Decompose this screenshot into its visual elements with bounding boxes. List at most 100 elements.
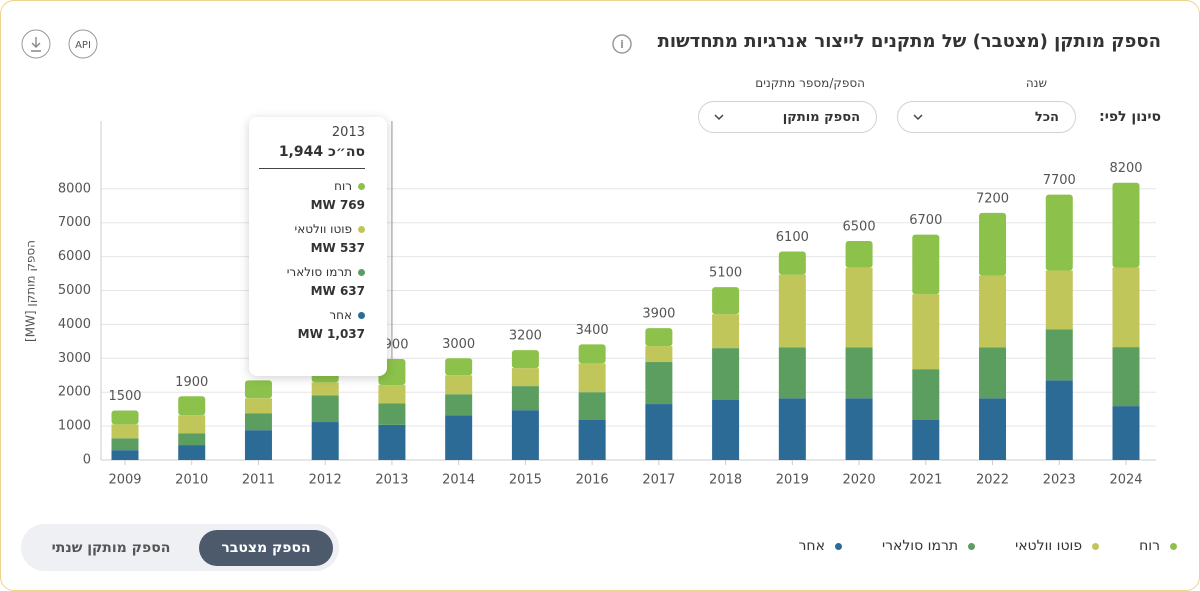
x-tick-label: 2017 — [642, 473, 675, 488]
tooltip-year: 2013 — [331, 125, 365, 140]
bar-segment — [645, 346, 673, 363]
legend-dot — [968, 542, 976, 550]
total-label: 6100 — [776, 230, 809, 245]
y-tick-label: 3000 — [58, 351, 91, 366]
api-text: API — [75, 40, 91, 51]
bar-segment — [645, 362, 673, 405]
tooltip-value: 769 MW — [310, 198, 365, 212]
bar-segment — [778, 274, 806, 348]
bar-segment — [378, 403, 406, 425]
x-tick-label: 2015 — [509, 473, 542, 488]
tooltip-name: רוח — [334, 179, 352, 193]
bar-segment — [178, 433, 206, 446]
tooltip-item: רוח 769 MW — [259, 179, 365, 212]
bar-segment — [912, 234, 940, 295]
bar-segment — [578, 392, 606, 420]
bar-segment — [845, 267, 873, 348]
tooltip-item: תרמו סולארי 637 MW — [259, 265, 365, 298]
tooltip-dot — [358, 268, 365, 276]
x-tick-label: 2023 — [1043, 473, 1076, 488]
total-label: 6700 — [909, 213, 942, 228]
bar-segment — [578, 419, 606, 460]
bar-segment — [111, 410, 139, 425]
chevron — [913, 114, 923, 121]
bar-segment — [845, 398, 873, 460]
tooltip-dot — [358, 225, 365, 233]
x-tick-label: 2016 — [576, 473, 609, 488]
total-label: 8200 — [1109, 161, 1142, 176]
bar-segment — [712, 287, 740, 315]
chevron — [714, 114, 724, 121]
bar-segment — [979, 275, 1007, 348]
y-tick-label: 0 — [83, 453, 91, 468]
bar-segment — [111, 438, 139, 451]
bar-segment — [712, 314, 740, 349]
y-tick-label: 7000 — [58, 215, 91, 230]
x-tick-label: 2019 — [776, 473, 809, 488]
download-button[interactable] — [21, 29, 51, 59]
total-label: 6500 — [843, 220, 876, 235]
total-label: 1500 — [108, 389, 141, 404]
y-axis-title: הספק מותקן [MW] — [24, 240, 38, 342]
bar-segment — [378, 424, 406, 460]
bar-segment — [912, 294, 940, 370]
tooltip-name: אחר — [329, 308, 352, 322]
tooltip-item: אחר 1,037 MW — [259, 308, 365, 341]
bar-segment — [1045, 194, 1073, 271]
legend-item: פוטו וולטאי — [1015, 538, 1100, 554]
tooltip-dot — [358, 182, 365, 190]
bar-segment — [445, 415, 473, 460]
info-i: i — [620, 38, 624, 51]
toggle-inactive[interactable]: הספק מותקן שנתי — [51, 540, 171, 556]
y-tick-label: 1000 — [58, 419, 91, 434]
legend-label: רוח — [1139, 538, 1160, 554]
x-tick-label: 2018 — [709, 473, 742, 488]
measure-dropdown[interactable]: הספק מותקן — [698, 101, 877, 133]
bar-segment — [1112, 182, 1140, 268]
toggle-active[interactable]: הספק מצטבר — [199, 530, 333, 566]
legend-label: אחר — [798, 538, 825, 554]
year-dropdown[interactable]: הכל — [897, 101, 1076, 133]
bar-segment — [244, 398, 272, 414]
y-tick-label: 6000 — [58, 249, 91, 264]
legend-item: רוח — [1139, 538, 1177, 554]
download-icon — [31, 37, 41, 52]
bar-segment — [912, 369, 940, 420]
tooltip-dot — [358, 311, 365, 319]
bar-segment — [311, 422, 339, 460]
api-button[interactable] — [68, 29, 98, 59]
filter-label: סינון לפי: — [1099, 109, 1161, 125]
y-tick-label: 5000 — [58, 283, 91, 298]
bar-segment — [1045, 380, 1073, 460]
legend-dot — [1092, 542, 1100, 550]
x-tick-label: 2012 — [309, 473, 342, 488]
bar-segment — [712, 348, 740, 400]
legend-item: אחר — [799, 538, 842, 554]
bar-segment — [178, 415, 206, 434]
bar-segment — [1112, 267, 1140, 348]
legend-label: פוטו וולטאי — [1015, 538, 1083, 554]
tooltip-value: 537 MW — [310, 241, 365, 255]
measure-value: הספק מותקן — [782, 109, 860, 125]
bar-segment — [445, 358, 473, 376]
bar-segment — [712, 399, 740, 460]
tooltip-value: 1,037 MW — [297, 327, 365, 341]
bar-segment — [311, 395, 339, 423]
info-icon[interactable] — [612, 34, 632, 54]
bar-segment — [311, 382, 339, 396]
bar-segment — [979, 212, 1007, 276]
total-label: 3400 — [576, 323, 609, 338]
bar-segment — [845, 347, 873, 399]
x-tick-label: 2021 — [909, 473, 942, 488]
measure-label: הספק/מספר מתקנים — [755, 76, 865, 90]
tooltip-total: סה״כ 1,944 — [259, 144, 365, 169]
bar-segment — [778, 398, 806, 460]
total-label: 3000 — [442, 337, 475, 352]
legend-dot — [834, 542, 842, 550]
bar-segment — [645, 328, 673, 347]
legend-dot — [1170, 542, 1177, 550]
bar-segment — [778, 347, 806, 399]
bar-segment — [511, 410, 539, 460]
